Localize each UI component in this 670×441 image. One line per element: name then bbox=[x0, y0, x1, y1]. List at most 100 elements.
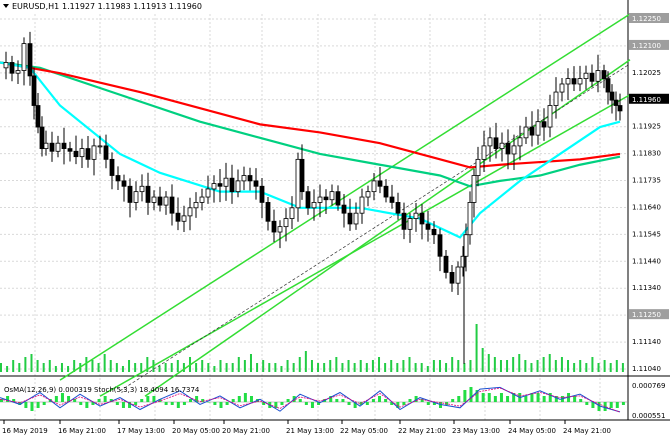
osma-bar bbox=[170, 402, 174, 405]
candle-body bbox=[241, 175, 247, 182]
osma-bar bbox=[548, 393, 552, 402]
price-candles bbox=[3, 31, 623, 364]
osma-bar bbox=[274, 402, 278, 408]
volume-bar bbox=[6, 366, 9, 372]
volume-bar bbox=[140, 363, 143, 372]
chart-header: EURUSD,H1 1.11927 1.11983 1.11913 1.1196… bbox=[3, 2, 202, 11]
osma-bar bbox=[195, 396, 199, 402]
candle-body bbox=[229, 177, 235, 193]
candle-body bbox=[299, 158, 305, 193]
osma-bar bbox=[30, 402, 34, 411]
osma-bar bbox=[597, 402, 601, 411]
candle-body bbox=[21, 43, 27, 71]
osma-bar bbox=[438, 402, 442, 408]
volume-bar bbox=[457, 360, 460, 372]
price-axis-label: 1.11545 bbox=[632, 230, 661, 238]
osma-bar bbox=[249, 396, 253, 402]
volume-bar bbox=[487, 354, 490, 372]
indicator-pane bbox=[0, 386, 628, 413]
volume-bar bbox=[554, 360, 557, 372]
osma-bar bbox=[304, 402, 308, 405]
osma-bar bbox=[237, 396, 241, 402]
candle-body bbox=[471, 175, 477, 203]
volume-bar bbox=[396, 363, 399, 372]
osma-bar bbox=[609, 402, 613, 408]
candle-body bbox=[283, 218, 289, 228]
volume-bar bbox=[414, 363, 417, 372]
osma-bar bbox=[536, 393, 540, 402]
osma-bar bbox=[530, 393, 534, 402]
candle-body bbox=[449, 272, 455, 284]
osma-bar bbox=[286, 399, 290, 402]
volume-bar bbox=[12, 360, 15, 372]
candle-body bbox=[617, 105, 623, 112]
volume-bar bbox=[548, 354, 551, 372]
osma-bar bbox=[134, 402, 138, 405]
ma-mid-line bbox=[0, 61, 621, 188]
price-level-tag bbox=[629, 13, 669, 23]
volume-bar bbox=[182, 363, 185, 372]
osma-bar bbox=[85, 402, 89, 408]
candle-body bbox=[235, 180, 241, 193]
candle-body bbox=[341, 204, 347, 214]
osma-bar bbox=[408, 399, 412, 402]
dropdown-triangle-icon[interactable] bbox=[3, 4, 9, 8]
candle-body bbox=[595, 70, 601, 82]
candle-body bbox=[407, 218, 413, 230]
volume-bar bbox=[463, 363, 466, 372]
volume-bar bbox=[231, 363, 234, 372]
osma-bar bbox=[371, 399, 375, 402]
volume-bar bbox=[164, 363, 167, 372]
volume-bar bbox=[237, 357, 240, 372]
volume-bar bbox=[115, 363, 118, 372]
volume-bar bbox=[243, 360, 246, 372]
candle-body bbox=[329, 191, 335, 201]
osma-bar bbox=[475, 390, 479, 402]
candle-body bbox=[395, 202, 401, 214]
osma-bar bbox=[91, 402, 95, 405]
candle-body bbox=[359, 196, 365, 214]
osma-bar bbox=[542, 396, 546, 402]
volume-bar bbox=[170, 363, 173, 372]
volume-bar bbox=[280, 366, 283, 372]
osma-bar bbox=[585, 402, 589, 405]
osma-bar bbox=[207, 402, 211, 403]
volume-bar bbox=[493, 357, 496, 372]
osma-bar bbox=[280, 402, 284, 405]
osma-bar bbox=[493, 396, 497, 402]
time-axis-label: 17 May 13:00 bbox=[117, 427, 165, 435]
osma-bar bbox=[347, 402, 351, 405]
price-level-tag bbox=[629, 309, 669, 320]
price-tag-label: 1.12100 bbox=[632, 42, 661, 50]
volume-bar bbox=[390, 360, 393, 372]
candle-body bbox=[353, 212, 359, 225]
candle-body bbox=[217, 183, 223, 187]
time-axis-label: 16 May 2019 bbox=[2, 427, 48, 435]
volume-bar bbox=[256, 363, 259, 372]
channel-line bbox=[59, 13, 631, 381]
indicator-axis-label: 0.000769 bbox=[632, 382, 665, 390]
osma-bar bbox=[512, 393, 516, 402]
osma-bar bbox=[384, 399, 388, 402]
volume-bar bbox=[268, 363, 271, 372]
candle-body bbox=[79, 148, 85, 158]
candle-body bbox=[163, 196, 169, 206]
grid bbox=[0, 0, 670, 421]
volume-bar bbox=[597, 363, 600, 372]
osma-bar bbox=[451, 399, 455, 402]
candle-body bbox=[133, 191, 139, 203]
candle-body bbox=[35, 105, 41, 128]
osma-bar bbox=[298, 399, 302, 402]
channel-midline bbox=[119, 64, 629, 392]
candle-body bbox=[15, 70, 21, 74]
time-axis: 16 May 2019 16 May 21:00 17 May 13:00 20 Ma… bbox=[2, 420, 611, 435]
osma-bar bbox=[109, 399, 113, 402]
candle-body bbox=[103, 145, 109, 160]
volume-bar bbox=[451, 357, 454, 372]
candle-body bbox=[323, 196, 329, 201]
volume-bar bbox=[609, 363, 612, 372]
candle-body bbox=[175, 212, 181, 222]
candle-body bbox=[589, 72, 595, 82]
candle-body bbox=[181, 215, 187, 222]
